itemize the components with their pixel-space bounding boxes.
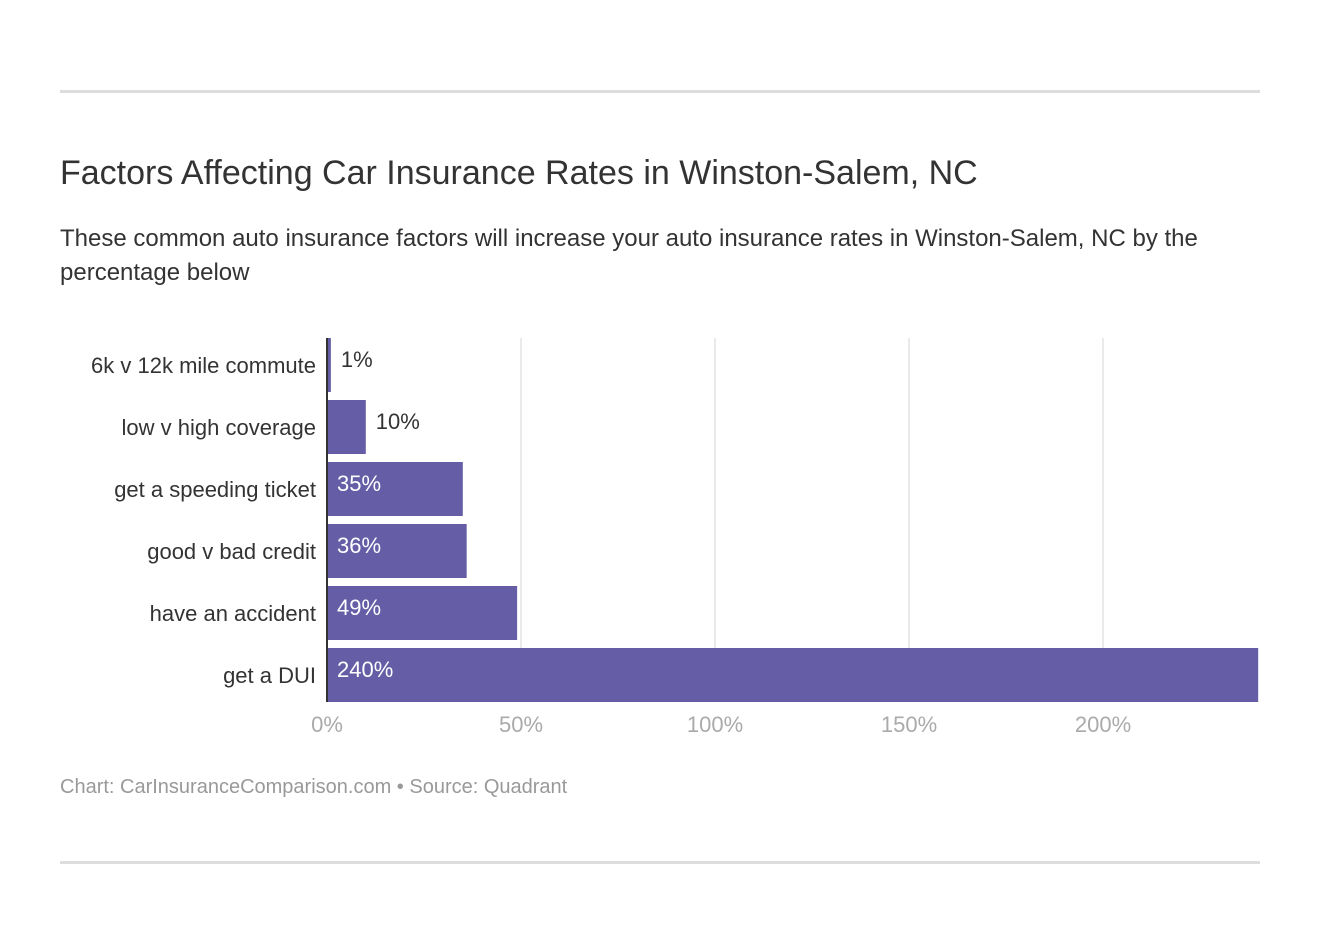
x-tick-label: 200% — [1075, 712, 1131, 737]
data-label: 10% — [376, 409, 420, 434]
bar — [327, 400, 366, 454]
bar — [327, 524, 467, 578]
data-label: 35% — [337, 471, 381, 496]
category-label: have an accident — [150, 601, 316, 626]
data-label: 1% — [341, 347, 373, 372]
top-divider — [60, 90, 1260, 93]
x-tick-label: 100% — [687, 712, 743, 737]
chart-subtitle: These common auto insurance factors will… — [60, 225, 1198, 286]
data-label: 36% — [337, 533, 381, 558]
category-label: get a speeding ticket — [114, 477, 316, 502]
bar — [327, 338, 331, 392]
category-label: get a DUI — [223, 663, 316, 688]
bar — [327, 462, 463, 516]
bottom-divider — [60, 861, 1260, 864]
bar — [327, 648, 1259, 702]
x-tick-label: 0% — [311, 712, 343, 737]
chart-title: Factors Affecting Car Insurance Rates in… — [60, 154, 978, 192]
bar — [327, 586, 518, 640]
chart-footer: Chart: CarInsuranceComparison.com • Sour… — [60, 776, 568, 798]
category-label: low v high coverage — [122, 415, 316, 440]
x-tick-label: 150% — [881, 712, 937, 737]
data-label: 240% — [337, 657, 393, 682]
category-label: 6k v 12k mile commute — [91, 353, 316, 378]
data-label: 49% — [337, 595, 381, 620]
category-label: good v bad credit — [147, 539, 316, 564]
x-tick-label: 50% — [499, 712, 543, 737]
